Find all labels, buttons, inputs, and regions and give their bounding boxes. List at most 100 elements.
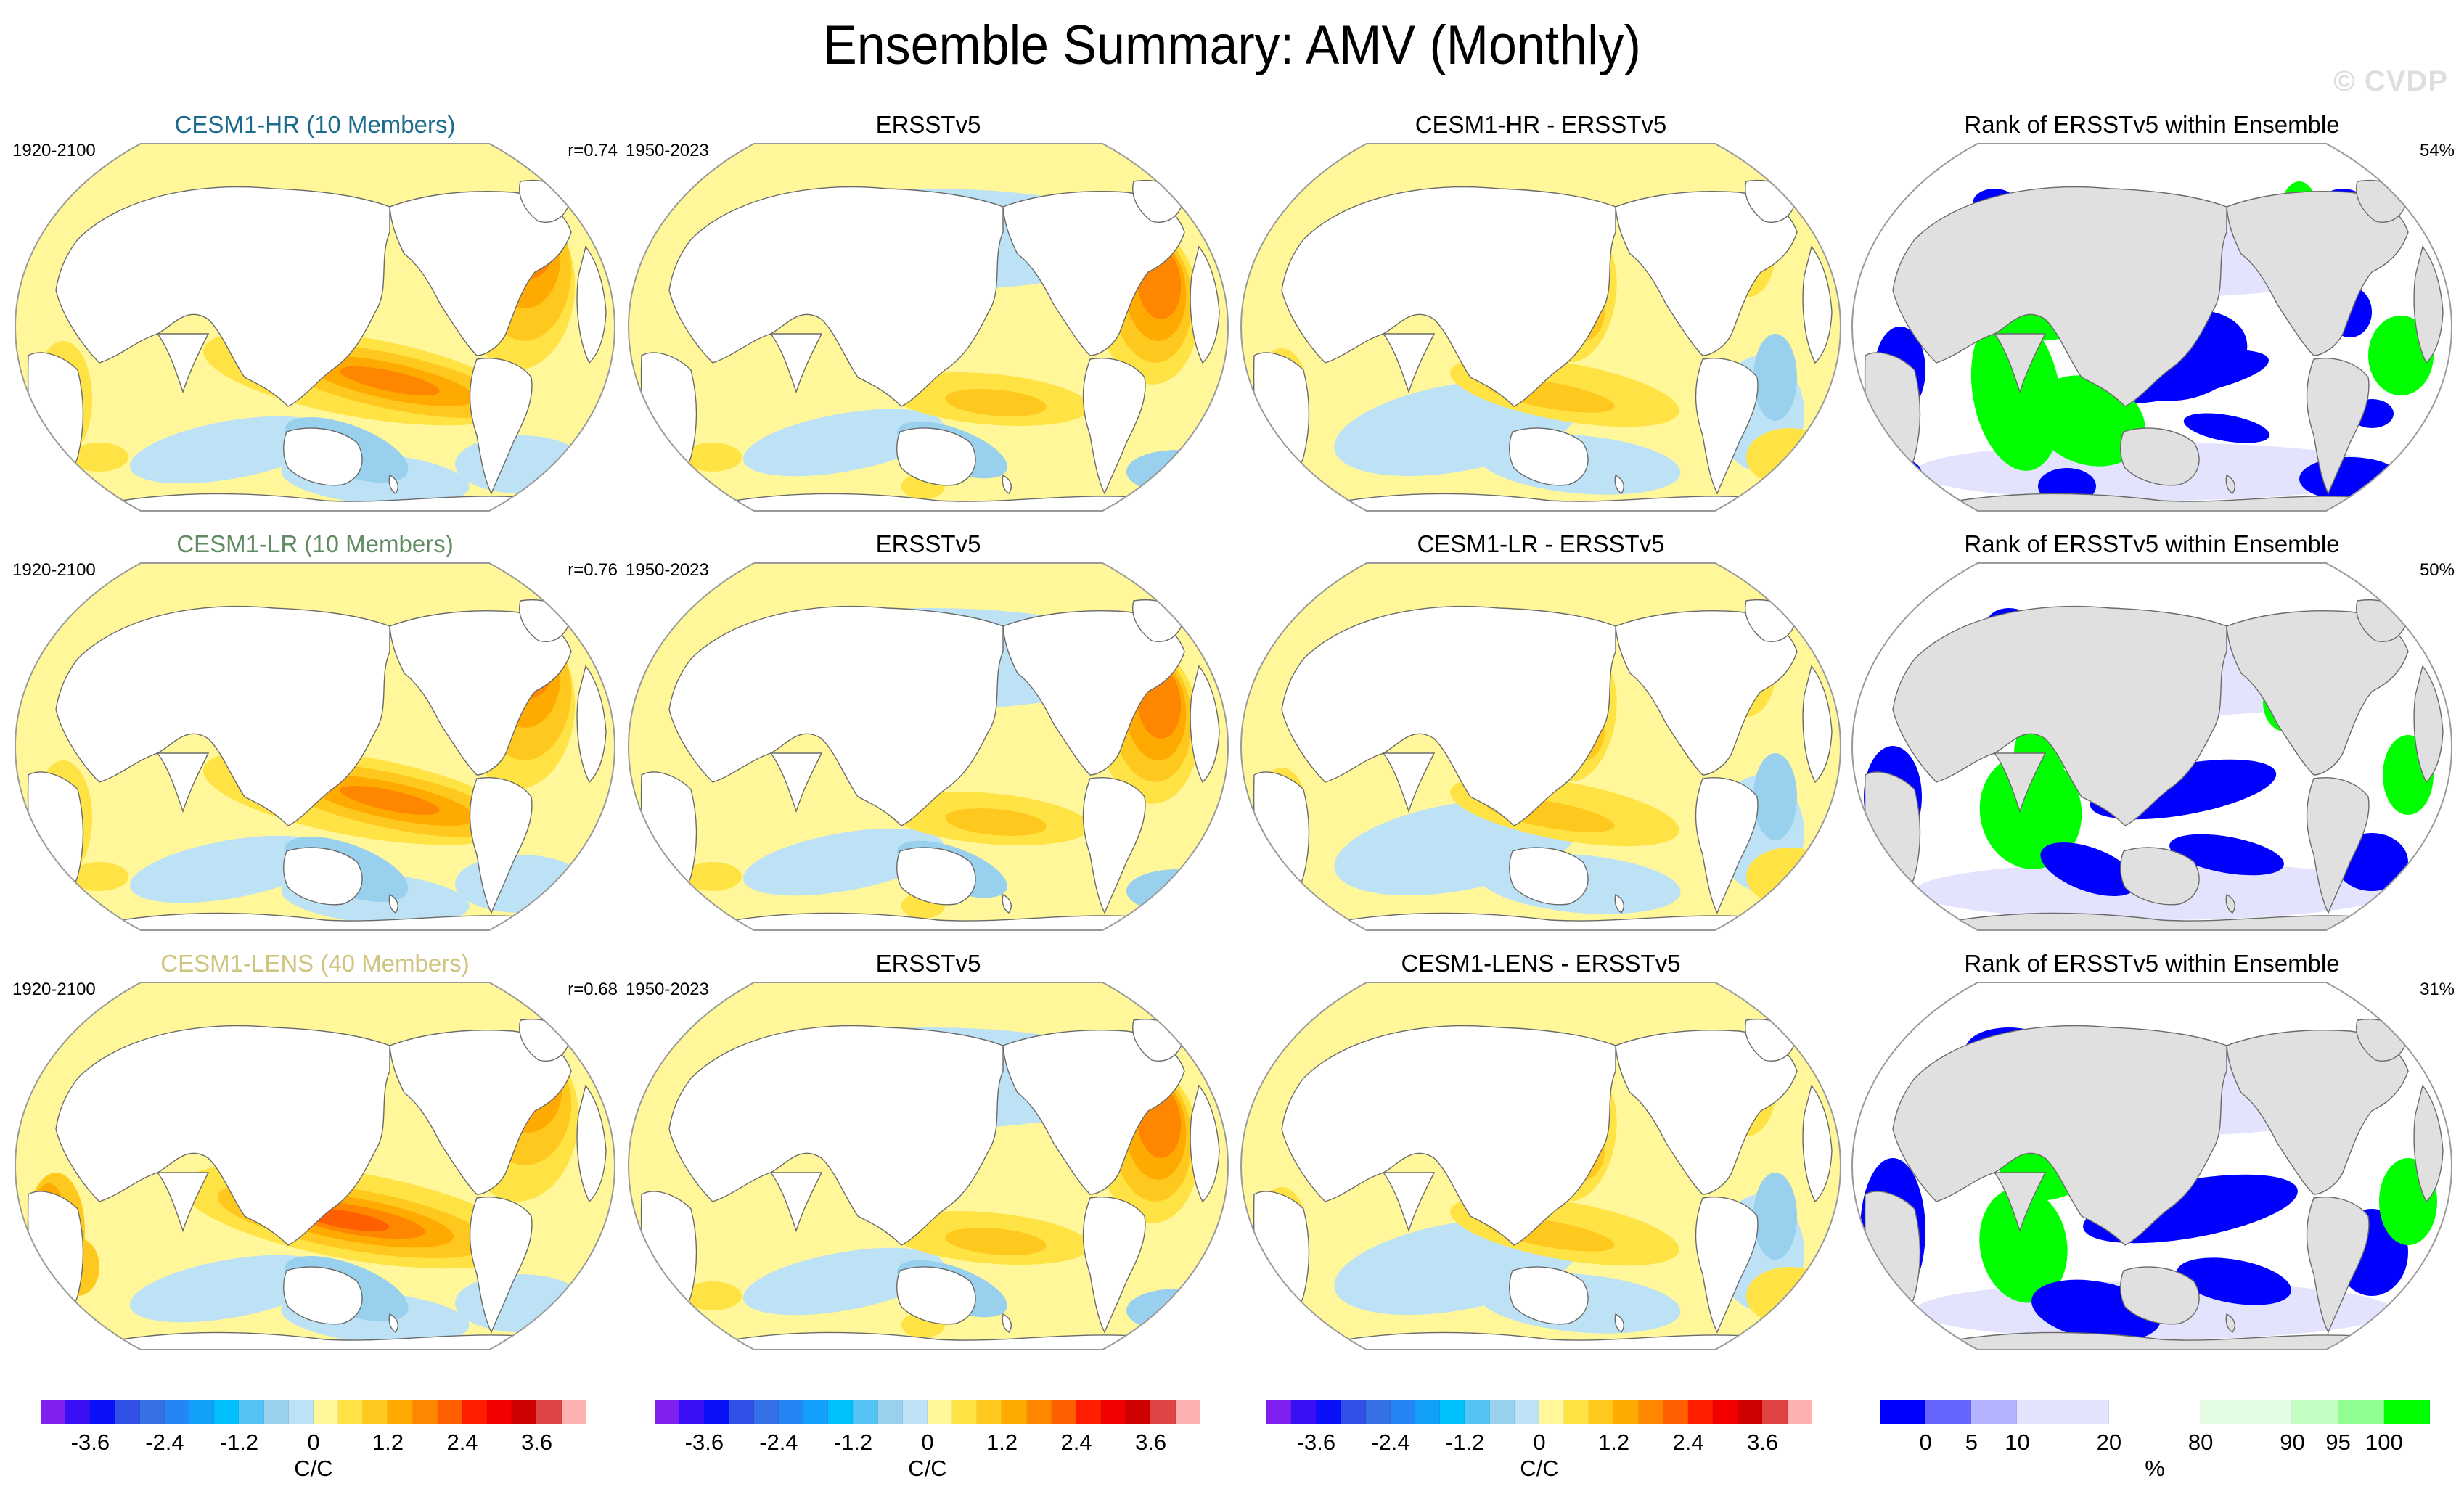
continent-shape xyxy=(1002,191,1185,356)
colorbar-swatch xyxy=(1101,1400,1126,1424)
world-map xyxy=(1238,557,1843,936)
sst-contour-region xyxy=(742,409,944,477)
sst-contour-region xyxy=(129,835,331,903)
sst-contour-region xyxy=(455,1274,586,1332)
colorbar-swatch xyxy=(412,1400,438,1424)
continent-shape xyxy=(1993,1172,2047,1233)
continent-shape xyxy=(1802,245,1833,364)
continent-shape xyxy=(283,847,363,906)
rank-colorbar-swatch xyxy=(2017,1400,2109,1424)
colorbar-swatch xyxy=(1514,1400,1539,1424)
colorbar-swatch xyxy=(729,1400,754,1424)
difference-panel: CESM1-LENS - ERSSTv5 xyxy=(1238,949,1843,1355)
sst-contour-region xyxy=(1126,1289,1228,1332)
world-map xyxy=(1849,138,2455,517)
map-border xyxy=(15,143,615,512)
sst-contour-region xyxy=(1753,753,1797,840)
continent-shape xyxy=(1002,1030,1185,1195)
sst-contour-region xyxy=(742,1247,944,1316)
rank-region xyxy=(2299,457,2401,501)
colorbar-swatch xyxy=(164,1400,190,1424)
rank-panel: Rank of ERSSTv5 within Ensemble 31% xyxy=(1849,949,2455,1355)
sst-contour-region xyxy=(455,435,586,493)
rank-title: Rank of ERSSTv5 within Ensemble xyxy=(1964,111,2340,138)
colorbar-tick-label: -3.6 xyxy=(1296,1429,1336,1455)
continent-shape xyxy=(2225,474,2235,494)
continent-shape xyxy=(1281,186,1616,407)
colorbar-tick-label: 3.6 xyxy=(521,1429,553,1455)
colorbar-swatch xyxy=(462,1400,488,1424)
colorbar-swatch xyxy=(902,1400,928,1424)
colorbar-unit-label: C/C xyxy=(908,1456,947,1481)
colorbar-swatch xyxy=(1150,1400,1176,1424)
sst-contour-region xyxy=(1126,869,1228,913)
continent-shape xyxy=(1802,665,1833,784)
continent-shape xyxy=(1892,186,2227,407)
colorbar-swatch xyxy=(1002,1400,1027,1424)
continent-shape xyxy=(769,752,823,813)
map-border xyxy=(15,562,615,931)
continent-shape xyxy=(1082,358,1146,495)
sst-contour-region xyxy=(1753,1173,1797,1260)
colorbar-swatch xyxy=(239,1400,264,1424)
colorbar-swatch xyxy=(1175,1400,1200,1424)
colorbar-tick-label: 1.2 xyxy=(1597,1429,1630,1455)
rank-title: Rank of ERSSTv5 within Ensemble xyxy=(1964,530,2340,557)
continent-shape xyxy=(1190,245,1220,364)
map-svg xyxy=(15,562,615,931)
continent-shape xyxy=(1993,752,2047,813)
continent-shape xyxy=(1002,610,1185,776)
rank-region xyxy=(1979,1187,2068,1303)
continent-shape xyxy=(1615,610,1798,776)
continent-shape xyxy=(2413,245,2444,364)
cvdp-watermark: © CVDP xyxy=(2333,65,2448,97)
continent-shape xyxy=(1615,191,1798,356)
map-svg xyxy=(1851,143,2452,512)
obs-period: 1950-2023 xyxy=(626,980,709,999)
continent-shape xyxy=(1509,427,1589,486)
rank-colorbar-tick-label: 20 xyxy=(2096,1429,2122,1455)
colorbar-swatch xyxy=(828,1400,854,1424)
sst-contour-region xyxy=(1746,1267,1833,1325)
model-title: CESM1-LR (10 Members) xyxy=(176,530,454,557)
continent-shape xyxy=(156,752,210,813)
colorbar-tick-label: -1.2 xyxy=(833,1429,873,1455)
rank-region xyxy=(2183,413,2270,443)
colorbar-tick-label: 2.4 xyxy=(1060,1429,1092,1455)
continent-shape xyxy=(2306,1197,2370,1334)
continent-shape xyxy=(1615,1030,1798,1195)
rank-title: Rank of ERSSTv5 within Ensemble xyxy=(1964,950,2340,977)
map-svg xyxy=(628,982,1229,1350)
sst-contour-region xyxy=(455,855,586,913)
continent-shape xyxy=(576,1084,607,1203)
colorbar-swatch xyxy=(753,1400,779,1424)
colorbar-swatch xyxy=(1663,1400,1688,1424)
continent-shape xyxy=(1382,1172,1436,1233)
continent-shape xyxy=(896,427,976,486)
pattern-correlation: r=0.74 xyxy=(568,141,618,160)
colorbar-swatch xyxy=(1365,1400,1391,1424)
continent-shape xyxy=(2226,1030,2409,1195)
map-svg xyxy=(15,143,615,512)
rank-region xyxy=(2177,1257,2291,1305)
observation-panel: ERSSTv5 1950-2023 xyxy=(626,530,1231,936)
difference-title: CESM1-HR - ERSSTv5 xyxy=(1415,111,1667,138)
continent-shape xyxy=(2225,1313,2235,1333)
continent-shape xyxy=(2413,665,2444,784)
colorbar-swatch xyxy=(1341,1400,1366,1424)
colorbar-tick-label: 0 xyxy=(1533,1429,1546,1455)
colorbar-swatch xyxy=(803,1400,829,1424)
rank-region xyxy=(1979,753,2082,869)
world-map xyxy=(1238,138,1843,517)
continent-shape xyxy=(1082,1197,1146,1334)
map-svg xyxy=(1240,143,1841,512)
colorbar-tick-label: -1.2 xyxy=(1445,1429,1485,1455)
continent-shape xyxy=(1614,474,1624,494)
main-title: Ensemble Summary: AMV (Monthly) xyxy=(823,15,1641,76)
colorbar-swatch xyxy=(288,1400,314,1424)
sst-contour-region xyxy=(70,443,128,472)
difference-title: CESM1-LENS - ERSSTv5 xyxy=(1401,950,1681,977)
colorbar-swatch xyxy=(853,1400,878,1424)
colorbar-tick-label: -3.6 xyxy=(684,1429,724,1455)
world-map xyxy=(626,977,1231,1355)
